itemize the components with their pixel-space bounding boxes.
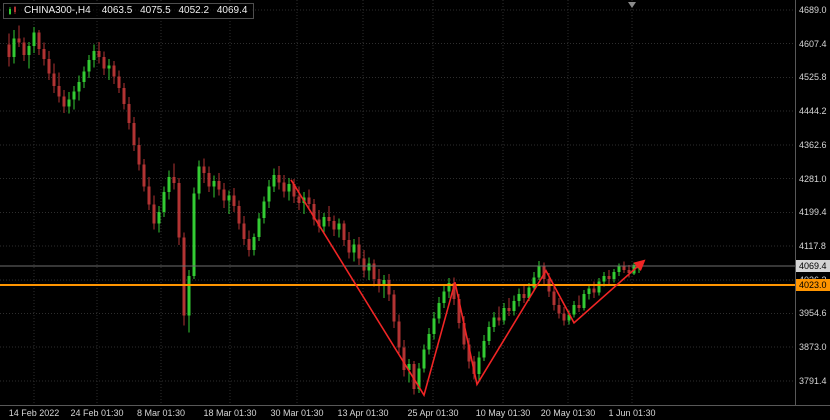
ohlc-values: 4063.5 4075.5 4052.2 4069.4 — [97, 5, 248, 16]
price-axis[interactable]: 3791.43873.03954.64036.24117.84199.44281… — [795, 0, 830, 405]
hline-price-label: 4023.0 — [796, 279, 830, 292]
price-axis-label: 3873.0 — [799, 342, 827, 353]
time-axis-label: 24 Feb 01:30 — [70, 408, 124, 418]
price-chart[interactable] — [0, 0, 795, 405]
plot-area[interactable] — [0, 0, 795, 405]
time-axis-label: 25 Apr 01:30 — [407, 408, 459, 418]
time-axis-label: 30 Mar 01:30 — [270, 408, 324, 418]
price-axis-label: 4117.8 — [799, 241, 826, 252]
price-axis-label: 4362.6 — [799, 139, 827, 150]
price-axis-label: 4607.4 — [799, 38, 827, 49]
time-axis-label: 18 Mar 01:30 — [203, 408, 257, 418]
low-value: 4052.2 — [178, 5, 210, 16]
time-axis-label: 8 Mar 01:30 — [136, 408, 186, 418]
chart-icon — [9, 5, 16, 15]
drawn-objects — [0, 179, 795, 398]
candles — [7, 25, 641, 395]
symbol-period-label: CHINA300-,H4 — [24, 5, 91, 16]
high-value: 4075.5 — [140, 5, 171, 16]
open-value: 4063.5 — [101, 5, 133, 16]
price-axis-label: 4444.2 — [799, 106, 827, 117]
time-axis-label: 10 May 01:30 — [475, 408, 531, 418]
chart-shift-marker[interactable] — [628, 2, 636, 8]
price-axis-label: 4525.8 — [799, 72, 827, 83]
price-axis-label: 3954.6 — [799, 308, 827, 319]
price-axis-label: 4281.0 — [799, 173, 827, 184]
close-value: 4069.4 — [216, 5, 248, 16]
symbol-info: CHINA300-,H4 4063.5 4075.5 4052.2 4069.4 — [3, 3, 255, 19]
time-axis[interactable]: 14 Feb 2022 24 Feb 01:30 8 Mar 01:30 18 Mar… — [0, 405, 830, 420]
price-axis-label: 3791.4 — [799, 375, 827, 386]
price-axis-label: 4689.0 — [799, 5, 827, 15]
time-axis-label: 13 Apr 01:30 — [337, 408, 389, 418]
trend-zigzag-object[interactable] — [290, 179, 646, 398]
current-price-label: 4069.4 — [796, 260, 830, 273]
time-axis-label: 14 Feb 2022 — [8, 408, 60, 418]
time-axis-label: 1 Jun 01:30 — [608, 408, 656, 418]
time-axis-label: 20 May 01:30 — [540, 408, 596, 418]
price-axis-label: 4199.4 — [799, 207, 827, 218]
